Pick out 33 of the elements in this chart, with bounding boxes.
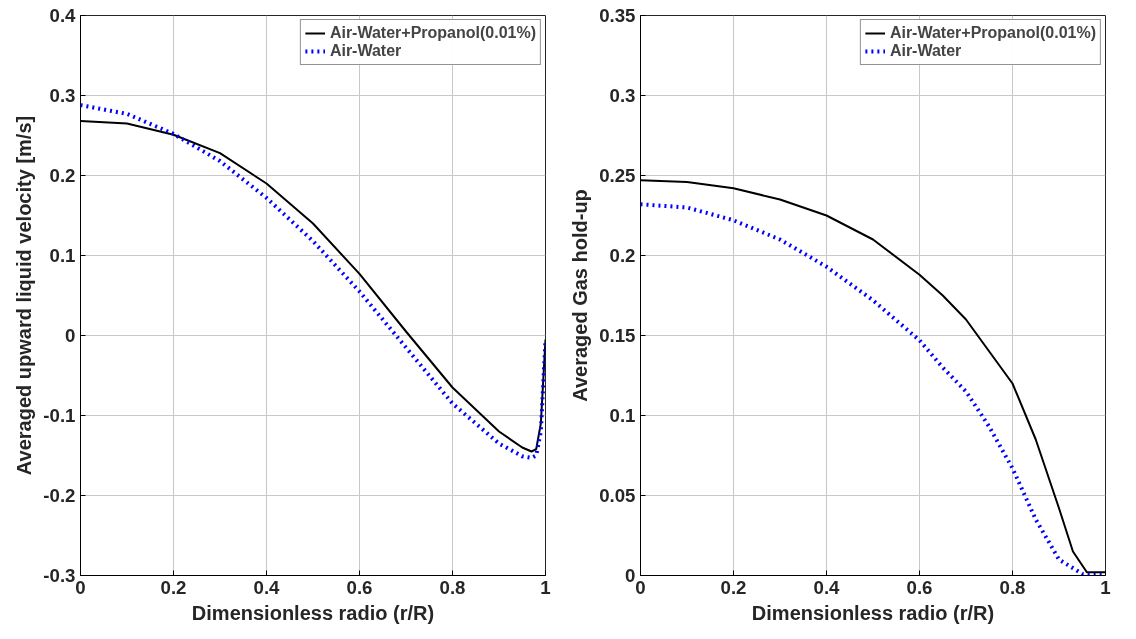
y-tick-label: -0.3 [43,565,76,586]
x-tick-label: 0.6 [906,576,933,598]
legend-label: Air-Water [329,42,402,60]
y-tick-label: 0.15 [599,325,636,346]
y-tick-label: 0.1 [609,405,636,426]
legend-label: Air-Water+Propanol(0.01%) [889,24,1096,42]
y-tick-label: 0.4 [49,5,77,26]
y-tick-label: 0.25 [599,165,636,186]
x-tick-label: 0.8 [999,576,1026,598]
y-axis-title: Averaged Gas hold-up [569,189,592,402]
y-tick-label: -0.1 [43,405,76,426]
x-axis-title: Dimensionless radio (r/R) [751,601,995,624]
y-tick-label: 0 [65,325,76,346]
x-tick-label: 1 [1100,576,1111,598]
y-tick-label: 0.2 [49,165,76,186]
legend-label: Air-Water+Propanol(0.01%) [329,24,536,42]
x-tick-label: 0.2 [160,576,187,598]
x-tick-label: 0.4 [253,576,281,598]
y-tick-label: 0.2 [609,245,636,266]
x-tick-label: 0.6 [346,576,373,598]
y-tick-label: 0.1 [49,245,76,266]
x-tick-label: 0.4 [813,576,841,598]
x-tick-label: 1 [540,576,551,598]
y-tick-label: 0.35 [599,5,636,26]
y-tick-label: 0.3 [49,85,76,106]
x-tick-label: 0.2 [720,576,747,598]
y-axis-title: Averaged upward liquid velocity [m/s] [13,115,36,476]
legend-label: Air-Water [889,42,962,60]
y-tick-label: 0.05 [599,485,636,506]
x-axis-title: Dimensionless radio (r/R) [191,601,435,624]
y-tick-label: 0.3 [609,85,636,106]
x-tick-label: 0.8 [439,576,466,598]
y-tick-label: -0.2 [43,485,76,506]
